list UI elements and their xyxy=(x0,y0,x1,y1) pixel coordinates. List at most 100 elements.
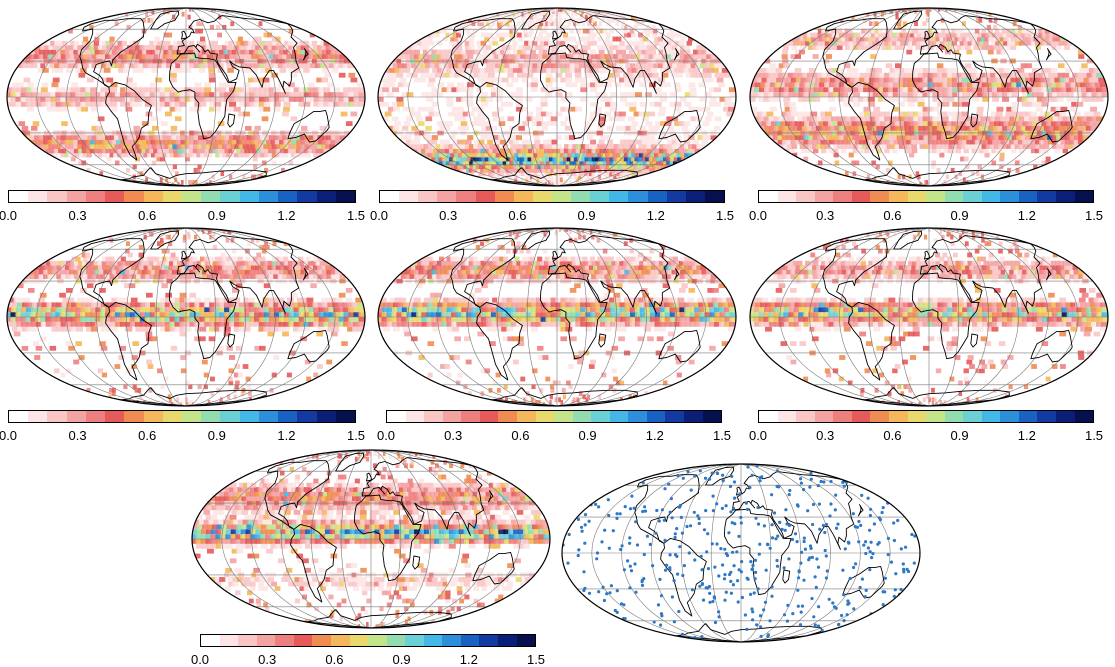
heatmap-cell xyxy=(821,148,826,153)
heatmap-cell xyxy=(841,148,846,153)
heatmap-cell xyxy=(396,97,403,102)
heatmap-cell xyxy=(351,112,358,117)
heatmap-cell xyxy=(155,78,162,83)
heatmap-cell xyxy=(918,97,925,102)
heatmap-cell xyxy=(956,148,961,153)
heatmap-cell xyxy=(466,92,473,97)
heatmap-cell xyxy=(31,126,38,131)
heatmap-cell xyxy=(639,41,644,46)
heatmap-cell xyxy=(560,177,563,182)
heatmap-cell xyxy=(658,112,665,117)
heatmap-cell xyxy=(909,153,914,158)
heatmap-cell xyxy=(170,73,177,78)
heatmap-cell xyxy=(914,21,918,26)
heatmap-cell xyxy=(895,63,902,68)
heatmap-cell xyxy=(652,73,659,78)
heatmap-cell xyxy=(714,126,721,131)
heatmap-cell xyxy=(681,126,688,131)
heatmap-cell xyxy=(104,68,111,73)
heatmap-cell xyxy=(457,107,464,112)
heatmap-cell xyxy=(17,82,24,87)
heatmap-cell xyxy=(864,107,871,112)
heatmap-cell xyxy=(493,41,498,46)
heatmap-cell xyxy=(942,102,949,107)
heatmap-cell xyxy=(531,78,538,83)
heatmap-cell xyxy=(170,78,177,83)
heatmap-cell xyxy=(1001,50,1007,55)
heatmap-cell xyxy=(496,87,503,92)
heatmap-cell xyxy=(667,126,674,131)
heatmap-cell xyxy=(923,112,930,117)
heatmap-cell xyxy=(996,112,1003,117)
heatmap-cell xyxy=(526,97,533,102)
heatmap-cell xyxy=(518,126,525,131)
heatmap-cell xyxy=(52,82,59,87)
heatmap-cell xyxy=(551,121,558,126)
heatmap-cell xyxy=(783,63,790,68)
heatmap-cell xyxy=(522,121,529,126)
heatmap-cell xyxy=(229,175,232,180)
heatmap-cell xyxy=(208,68,215,73)
heatmap-cell xyxy=(496,97,503,102)
heatmap-cell xyxy=(1059,112,1066,117)
heatmap-cell xyxy=(783,45,789,50)
heatmap-cell xyxy=(575,73,582,78)
heatmap-cell xyxy=(1011,45,1017,50)
heatmap-cell xyxy=(660,92,667,97)
heatmap-cell xyxy=(387,92,394,97)
heatmap-cell xyxy=(837,45,843,50)
heatmap-cell xyxy=(424,45,430,50)
heatmap-cell xyxy=(560,41,565,46)
heatmap-cell xyxy=(82,63,89,68)
heatmap-cell xyxy=(605,97,612,102)
heatmap-cell xyxy=(965,63,972,68)
heatmap-cell xyxy=(1012,102,1019,107)
heatmap-cell xyxy=(800,45,806,50)
heatmap-cell xyxy=(349,73,356,78)
heatmap-cell xyxy=(425,116,432,121)
heatmap-cell xyxy=(995,148,1000,153)
heatmap-cell xyxy=(653,126,660,131)
heatmap-cell xyxy=(486,45,492,50)
heatmap-cell xyxy=(1067,92,1074,97)
heatmap-cell xyxy=(467,54,473,59)
heatmap-cell xyxy=(126,168,130,173)
heatmap-cell xyxy=(301,126,308,131)
heatmap-cell xyxy=(418,121,425,126)
heatmap-cell xyxy=(541,97,548,102)
colorbar-tick-label: 1.5 xyxy=(1085,208,1103,223)
heatmap-cell xyxy=(707,112,714,117)
heatmap-cell xyxy=(707,78,714,83)
heatmap-cell xyxy=(580,78,587,83)
heatmap-cell xyxy=(1044,144,1050,149)
heatmap-cell xyxy=(985,153,990,158)
heatmap-cell xyxy=(575,68,582,73)
colorbar-tick-label: 1.5 xyxy=(716,208,734,223)
heatmap-cell xyxy=(513,140,519,145)
heatmap-cell xyxy=(102,373,107,378)
heatmap-cell xyxy=(33,121,40,126)
heatmap-cell xyxy=(181,180,184,185)
heatmap-cell xyxy=(610,107,617,112)
heatmap-cell xyxy=(429,78,436,83)
heatmap-cell xyxy=(110,87,117,92)
heatmap-cell xyxy=(432,102,439,107)
heatmap-cell xyxy=(590,50,596,55)
heatmap-cell xyxy=(630,126,637,131)
heatmap-cell xyxy=(619,112,626,117)
heatmap-cell xyxy=(419,78,426,83)
heatmap-cell xyxy=(447,82,454,87)
heatmap-cell xyxy=(1019,148,1024,153)
heatmap-cell xyxy=(679,41,684,46)
heatmap-cell xyxy=(238,37,243,42)
heatmap-cell xyxy=(983,148,988,153)
heatmap-cell xyxy=(466,140,472,145)
heatmap-cell xyxy=(1030,112,1037,117)
heatmap-cell xyxy=(590,140,596,145)
heatmap-cell xyxy=(444,126,451,131)
heatmap-cell xyxy=(767,112,774,117)
heatmap-cell xyxy=(492,112,499,117)
heatmap-cell xyxy=(635,92,642,97)
heatmap-cell xyxy=(884,112,891,117)
heatmap-cell xyxy=(618,116,625,121)
